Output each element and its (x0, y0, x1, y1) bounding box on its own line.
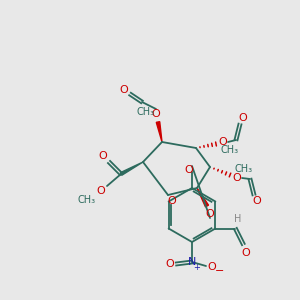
Text: O: O (152, 109, 160, 119)
Text: CH₃: CH₃ (221, 145, 239, 155)
Text: O: O (99, 151, 107, 161)
Text: O: O (120, 85, 128, 95)
Text: +: + (194, 262, 200, 272)
Text: O: O (253, 196, 261, 206)
Text: H: H (234, 214, 241, 224)
Text: O: O (206, 209, 214, 219)
Text: O: O (232, 173, 242, 183)
Text: O: O (166, 259, 174, 269)
Text: O: O (97, 186, 105, 196)
Polygon shape (197, 188, 208, 207)
Polygon shape (120, 162, 143, 175)
Text: O: O (219, 137, 227, 147)
Text: N: N (188, 257, 196, 267)
Text: O: O (184, 165, 194, 175)
Text: O: O (208, 262, 216, 272)
Text: O: O (241, 248, 250, 257)
Text: CH₃: CH₃ (235, 164, 253, 174)
Text: −: − (215, 266, 225, 276)
Text: O: O (238, 113, 247, 123)
Text: CH₃: CH₃ (137, 107, 155, 117)
Polygon shape (156, 122, 162, 142)
Text: O: O (168, 196, 176, 206)
Text: CH₃: CH₃ (78, 195, 96, 205)
